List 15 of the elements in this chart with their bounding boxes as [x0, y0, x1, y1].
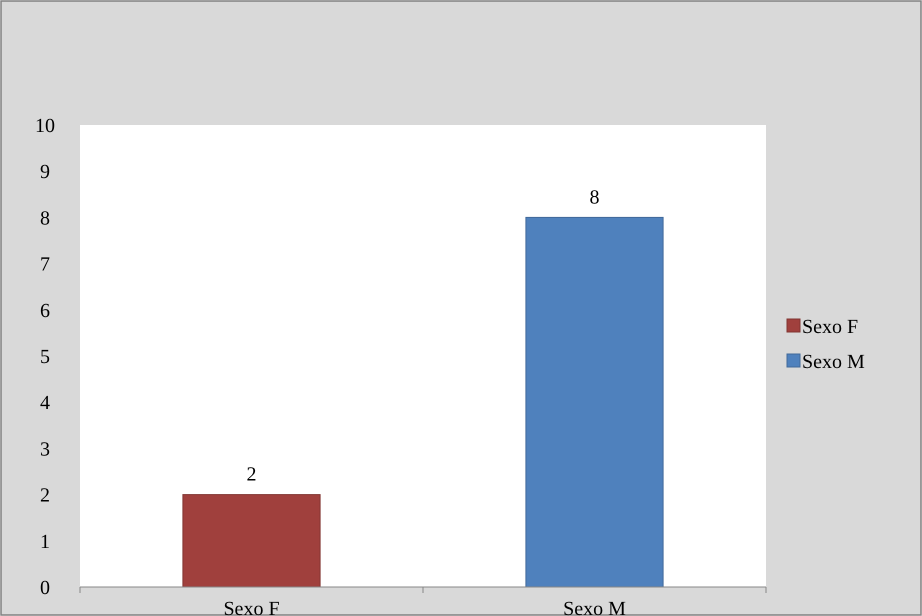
y-tick-label: 0	[40, 577, 50, 599]
y-tick-label: 2	[40, 484, 50, 507]
y-tick-label: 10	[35, 115, 55, 137]
y-tick-label: 1	[40, 530, 50, 553]
legend-label: Sexo F	[802, 316, 858, 338]
y-tick-label: 5	[40, 346, 50, 368]
y-tick-label: 4	[40, 392, 50, 414]
y-tick-label: 6	[40, 300, 50, 322]
y-tick-label: 9	[40, 161, 50, 184]
y-tick-label: 8	[40, 207, 50, 230]
data-label: 8	[590, 186, 600, 208]
data-label: 2	[246, 464, 256, 486]
y-tick-label: 7	[40, 254, 50, 276]
y-tick-label: 3	[40, 438, 50, 460]
legend-label: Sexo M	[802, 351, 865, 373]
